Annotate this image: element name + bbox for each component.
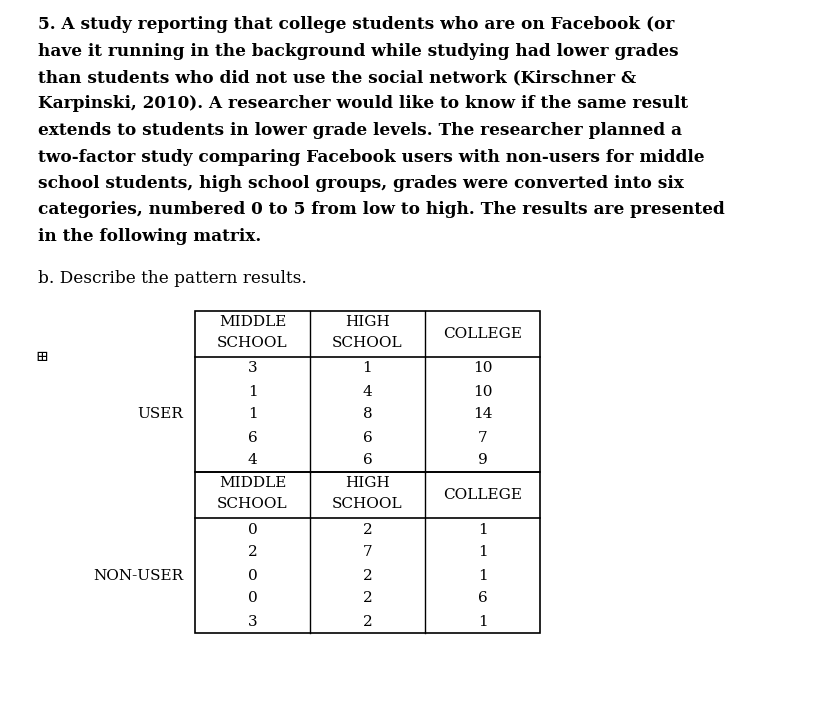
Text: COLLEGE: COLLEGE [443, 488, 522, 502]
Text: 1: 1 [248, 385, 257, 398]
Text: ⊞: ⊞ [35, 350, 48, 364]
Text: 1: 1 [478, 569, 487, 582]
Text: USER: USER [137, 407, 183, 422]
Text: 7: 7 [478, 430, 487, 444]
Text: 1: 1 [248, 407, 257, 422]
Text: SCHOOL: SCHOOL [218, 497, 288, 511]
Bar [195, 311, 540, 472]
Text: 6: 6 [363, 430, 372, 444]
Text: than students who did not use the social network (Kirschner &: than students who did not use the social… [38, 69, 636, 86]
Text: 4: 4 [248, 454, 257, 468]
Text: 2: 2 [363, 592, 372, 606]
Text: 10: 10 [473, 385, 492, 398]
Text: NON-USER: NON-USER [93, 569, 183, 582]
Text: MIDDLE: MIDDLE [218, 315, 286, 329]
Text: 0: 0 [248, 523, 257, 537]
Text: MIDDLE: MIDDLE [218, 476, 286, 490]
Text: 6: 6 [363, 454, 372, 468]
Text: 1: 1 [478, 614, 487, 629]
Text: 2: 2 [363, 614, 372, 629]
Text: 5. A study reporting that college students who are on Facebook (or: 5. A study reporting that college studen… [38, 16, 675, 33]
Text: SCHOOL: SCHOOL [332, 497, 403, 511]
Text: COLLEGE: COLLEGE [443, 327, 522, 341]
Text: school students, high school groups, grades were converted into six: school students, high school groups, gra… [38, 175, 684, 192]
Text: extends to students in lower grade levels. The researcher planned a: extends to students in lower grade level… [38, 122, 682, 139]
Text: 7: 7 [363, 545, 372, 560]
Bar [195, 472, 540, 633]
Text: SCHOOL: SCHOOL [332, 336, 403, 350]
Text: 6: 6 [478, 592, 487, 606]
Text: 0: 0 [248, 569, 257, 582]
Text: 0: 0 [248, 592, 257, 606]
Text: two-factor study comparing Facebook users with non-users for middle: two-factor study comparing Facebook user… [38, 149, 705, 166]
Text: HIGH: HIGH [345, 315, 390, 329]
Text: 9: 9 [478, 454, 487, 468]
Text: 3: 3 [248, 361, 257, 375]
Text: b. Describe the pattern results.: b. Describe the pattern results. [38, 270, 307, 287]
Text: 2: 2 [248, 545, 257, 560]
Text: 2: 2 [363, 523, 372, 537]
Text: have it running in the background while studying had lower grades: have it running in the background while … [38, 43, 679, 60]
Text: HIGH: HIGH [345, 476, 390, 490]
Text: 1: 1 [478, 523, 487, 537]
Text: 1: 1 [363, 361, 372, 375]
Text: SCHOOL: SCHOOL [218, 336, 288, 350]
Text: Karpinski, 2010). A researcher would like to know if the same result: Karpinski, 2010). A researcher would lik… [38, 95, 688, 112]
Text: 6: 6 [248, 430, 257, 444]
Text: 4: 4 [363, 385, 372, 398]
Text: categories, numbered 0 to 5 from low to high. The results are presented: categories, numbered 0 to 5 from low to … [38, 201, 725, 218]
Text: in the following matrix.: in the following matrix. [38, 228, 261, 245]
Text: 8: 8 [363, 407, 372, 422]
Text: 3: 3 [248, 614, 257, 629]
Text: 14: 14 [473, 407, 492, 422]
Text: 10: 10 [473, 361, 492, 375]
Text: 1: 1 [478, 545, 487, 560]
Text: 2: 2 [363, 569, 372, 582]
